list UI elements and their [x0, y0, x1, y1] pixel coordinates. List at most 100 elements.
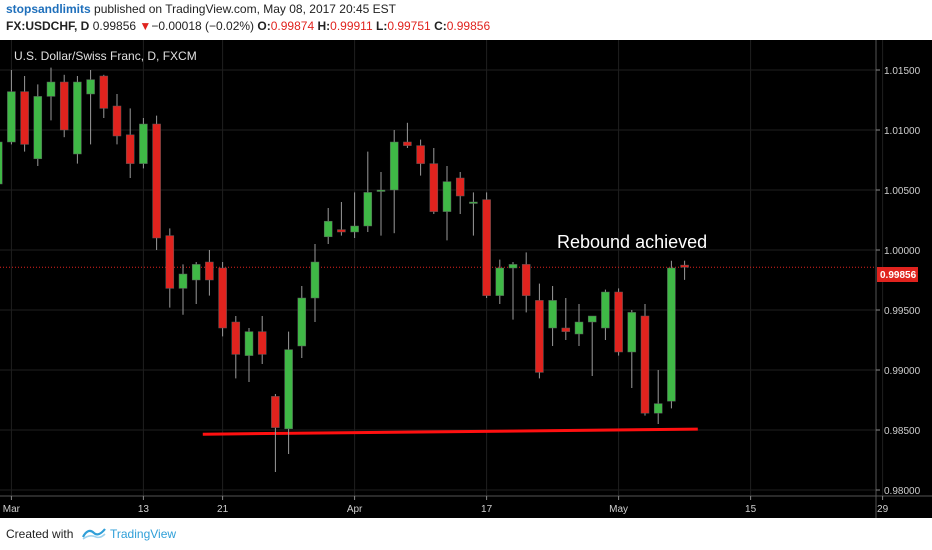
candle[interactable] — [469, 192, 478, 236]
support-trend-line[interactable] — [202, 427, 698, 436]
candle-body — [535, 300, 544, 373]
x-tick-label: 15 — [745, 504, 757, 515]
candle[interactable] — [7, 70, 16, 145]
candle[interactable] — [205, 250, 214, 296]
candle[interactable] — [521, 252, 531, 313]
candle[interactable] — [653, 370, 663, 424]
candle[interactable] — [535, 283, 544, 379]
x-tick-label: 21 — [217, 504, 229, 515]
candle-body — [271, 396, 280, 428]
candle-body — [640, 315, 650, 414]
y-tick-label: 0.99500 — [884, 306, 921, 317]
x-tick-label: Apr — [347, 504, 363, 515]
candle[interactable] — [152, 115, 161, 250]
candle[interactable] — [218, 262, 227, 337]
candle[interactable] — [363, 151, 373, 232]
candle[interactable] — [587, 315, 597, 376]
candle-body — [403, 141, 412, 146]
candle[interactable] — [139, 118, 148, 169]
candle[interactable] — [403, 122, 412, 148]
x-tick-label: May — [609, 504, 628, 515]
author-link[interactable]: stopsandlimits — [6, 2, 91, 16]
open-value: 0.99874 — [270, 19, 315, 33]
candle-body — [429, 163, 439, 212]
candle[interactable] — [376, 172, 386, 236]
candle-body — [548, 300, 557, 329]
candle-body — [205, 261, 214, 281]
candle[interactable] — [59, 74, 69, 138]
footer: Created with TradingView — [0, 518, 932, 550]
candle[interactable] — [614, 288, 623, 356]
candle[interactable] — [231, 316, 241, 379]
candle[interactable] — [495, 259, 505, 304]
candle[interactable] — [46, 67, 56, 121]
candle[interactable] — [508, 262, 518, 320]
candle-body — [99, 75, 109, 109]
candle-body — [310, 261, 320, 299]
candle[interactable] — [337, 202, 346, 236]
candlestick-chart[interactable]: 1.01500 1.01000 1.00500 1.00000 0.99500 0.990… — [0, 40, 932, 518]
candle-body — [389, 141, 399, 191]
candle[interactable] — [86, 70, 95, 145]
chart-title: U.S. Dollar/Swiss Franc, D, FXCM — [14, 49, 197, 63]
candle[interactable] — [667, 260, 676, 409]
candle[interactable] — [99, 74, 109, 118]
candle-body — [178, 273, 188, 289]
candle[interactable] — [442, 166, 452, 241]
price-change: −0.00018 (−0.02%) — [151, 19, 255, 33]
candle[interactable] — [310, 244, 320, 322]
candle[interactable] — [601, 289, 610, 340]
last-price-marker — [877, 267, 918, 282]
candle-body — [601, 291, 610, 329]
plot-area[interactable] — [0, 40, 876, 496]
candle[interactable] — [165, 228, 175, 308]
low-value: 0.99751 — [387, 19, 431, 33]
y-tick-label: 0.99000 — [884, 366, 921, 377]
last-price-label: 0.99856 — [880, 270, 917, 281]
candle-body — [442, 181, 452, 212]
candle[interactable] — [73, 76, 82, 164]
candle[interactable] — [389, 130, 399, 234]
low-label: L: — [376, 19, 388, 33]
candle-body — [363, 192, 373, 227]
candle-body — [653, 403, 663, 414]
candle[interactable] — [680, 260, 689, 280]
candle[interactable] — [257, 316, 267, 364]
candle[interactable] — [574, 304, 584, 346]
candle[interactable] — [323, 208, 333, 244]
candle-body — [587, 315, 597, 323]
candle[interactable] — [271, 394, 280, 472]
candle-body — [323, 220, 333, 238]
tradingview-logo-icon[interactable] — [82, 525, 106, 541]
candle[interactable] — [548, 286, 557, 346]
candle[interactable] — [627, 310, 637, 388]
candle[interactable] — [429, 148, 439, 214]
tradingview-brand-link[interactable]: TradingView — [110, 527, 177, 541]
candle-body — [416, 145, 425, 164]
candle[interactable] — [112, 94, 122, 145]
candle[interactable] — [482, 192, 491, 298]
candle[interactable] — [191, 262, 201, 304]
published-text: published on TradingView.com, May 08, 20… — [94, 2, 396, 16]
candle[interactable] — [20, 76, 29, 152]
candle[interactable] — [416, 139, 425, 176]
candle[interactable] — [455, 172, 465, 214]
y-tick-label: 0.98000 — [884, 486, 921, 497]
candle[interactable] — [297, 286, 307, 358]
candle[interactable] — [561, 298, 571, 340]
candle[interactable] — [350, 192, 359, 238]
candle[interactable] — [284, 331, 293, 454]
y-tick-label: 1.00500 — [884, 186, 921, 197]
candle-body — [614, 291, 623, 353]
y-tick-label: 1.00000 — [884, 246, 921, 257]
candle[interactable] — [125, 108, 135, 178]
candle[interactable] — [0, 132, 3, 190]
candle[interactable] — [640, 304, 650, 416]
candle-body — [0, 141, 3, 185]
candle[interactable] — [33, 84, 43, 166]
candle-body — [680, 264, 689, 268]
candle-body — [284, 349, 293, 430]
candle[interactable] — [178, 264, 188, 315]
candle[interactable] — [244, 328, 254, 382]
candle-body — [667, 267, 676, 402]
